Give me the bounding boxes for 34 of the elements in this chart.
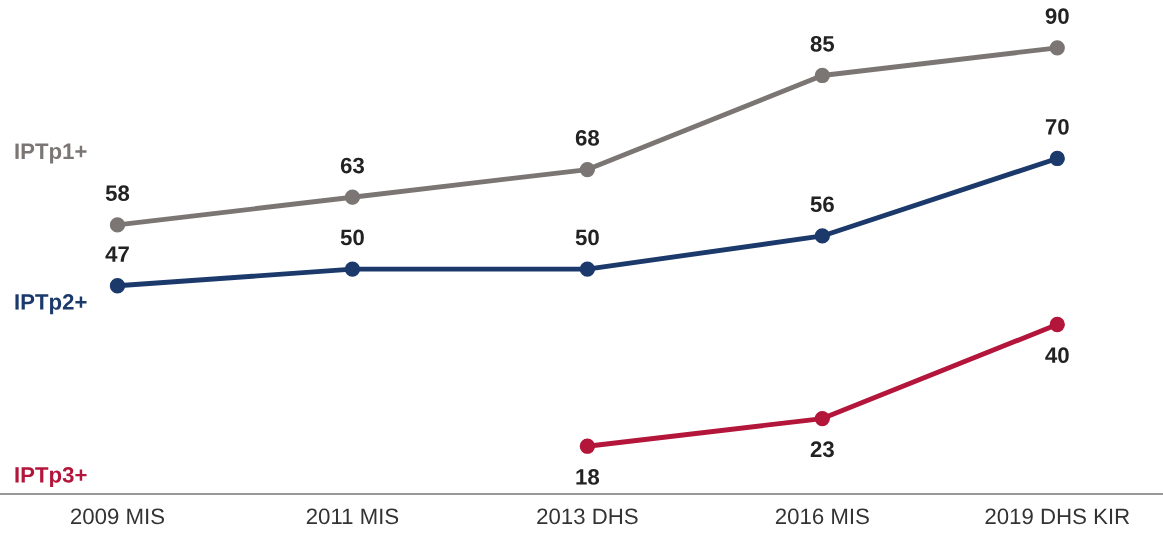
point <box>344 189 361 205</box>
point <box>109 217 126 233</box>
point <box>814 228 830 244</box>
data-label: 50 <box>340 229 364 246</box>
data-label: 63 <box>340 157 364 174</box>
x-tick-label: 2011 MIS <box>306 508 399 525</box>
data-label: 23 <box>810 441 834 458</box>
series-label: IPTp2+ <box>15 294 87 315</box>
data-label: 85 <box>810 35 835 52</box>
x-tick-label: 2013 DHS <box>537 508 638 525</box>
data-label: 40 <box>1045 347 1069 364</box>
point <box>579 161 596 178</box>
point <box>1049 150 1065 167</box>
point <box>814 67 830 84</box>
x-tick-label: 2019 DHS KIR <box>985 508 1130 525</box>
text: IPTp1+ <box>15 143 87 164</box>
x-tick-label: 2016 MIS <box>775 508 869 525</box>
point <box>579 438 596 454</box>
data-label: 50 <box>575 229 599 246</box>
data-label: 70 <box>1045 118 1069 135</box>
data-label: 68 <box>575 129 600 146</box>
point <box>1049 316 1065 333</box>
data-label: 58 <box>105 185 130 202</box>
point <box>579 261 596 277</box>
point <box>109 278 126 294</box>
data-label: 47 <box>105 246 129 262</box>
point <box>1049 40 1065 56</box>
point <box>814 410 830 427</box>
data-label: 56 <box>810 196 834 213</box>
x-tick-label: 2009 MIS <box>71 508 165 525</box>
data-label: 90 <box>1045 8 1069 24</box>
point <box>344 261 361 277</box>
text: IPTp3+ <box>15 466 87 488</box>
data-label: 18 <box>576 469 600 485</box>
